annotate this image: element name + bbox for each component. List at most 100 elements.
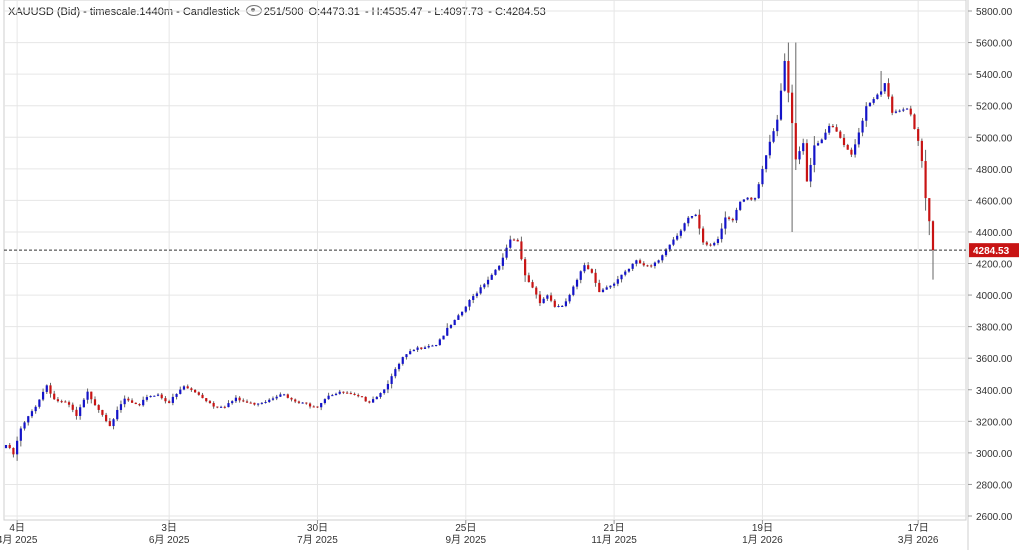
candle-body[interactable] xyxy=(861,120,864,133)
candle-body[interactable] xyxy=(334,393,338,396)
candle-body[interactable] xyxy=(294,399,297,402)
candle-body[interactable] xyxy=(716,239,720,243)
candle-body[interactable] xyxy=(331,395,334,397)
candle-body[interactable] xyxy=(290,397,293,400)
candle-body[interactable] xyxy=(394,369,397,377)
candle-body[interactable] xyxy=(82,399,85,408)
candle-body[interactable] xyxy=(231,401,234,404)
candle-body[interactable] xyxy=(831,125,834,128)
candle-body[interactable] xyxy=(64,401,67,403)
candle-body[interactable] xyxy=(798,151,801,160)
candle-body[interactable] xyxy=(494,269,497,275)
candle-body[interactable] xyxy=(30,411,34,417)
candle-body[interactable] xyxy=(460,311,464,316)
candle-body[interactable] xyxy=(127,398,130,401)
candle-body[interactable] xyxy=(423,347,427,349)
candle-body[interactable] xyxy=(650,265,653,267)
candle-body[interactable] xyxy=(676,235,679,240)
candle-body[interactable] xyxy=(275,396,278,399)
candle-body[interactable] xyxy=(627,268,631,272)
candle-body[interactable] xyxy=(568,294,571,302)
candle-body[interactable] xyxy=(553,300,556,307)
candle-body[interactable] xyxy=(835,127,838,132)
candle-body[interactable] xyxy=(638,260,642,264)
candle-body[interactable] xyxy=(93,399,97,406)
candle-body[interactable] xyxy=(416,347,419,350)
candle-body[interactable] xyxy=(27,416,30,423)
candle-body[interactable] xyxy=(353,393,356,395)
candle-body[interactable] xyxy=(60,401,63,403)
candle-body[interactable] xyxy=(590,269,593,273)
candle-body[interactable] xyxy=(816,143,820,146)
candle-body[interactable] xyxy=(731,218,734,221)
candle-body[interactable] xyxy=(672,239,675,245)
candle-body[interactable] xyxy=(587,265,590,270)
candle-body[interactable] xyxy=(160,394,163,399)
candle-body[interactable] xyxy=(761,169,764,185)
candle-body[interactable] xyxy=(164,398,167,402)
candle-body[interactable] xyxy=(134,402,137,405)
candle-body[interactable] xyxy=(527,275,530,283)
candle-body[interactable] xyxy=(342,391,345,393)
candle-body[interactable] xyxy=(227,403,230,408)
candle-body[interactable] xyxy=(813,145,816,165)
candle-body[interactable] xyxy=(338,391,341,394)
candle-body[interactable] xyxy=(709,244,712,246)
candle-body[interactable] xyxy=(364,396,367,402)
candle-body[interactable] xyxy=(201,394,204,399)
candle-body[interactable] xyxy=(112,419,115,427)
candle-body[interactable] xyxy=(535,287,538,295)
candle-body[interactable] xyxy=(750,197,753,200)
candle-body[interactable] xyxy=(646,265,649,267)
candle-body[interactable] xyxy=(56,399,60,402)
candle-body[interactable] xyxy=(564,301,568,306)
candle-body[interactable] xyxy=(453,319,456,326)
candle-body[interactable] xyxy=(624,271,627,275)
candle-body[interactable] xyxy=(427,345,430,348)
candle-body[interactable] xyxy=(468,299,471,307)
candle-body[interactable] xyxy=(746,197,749,200)
candle-body[interactable] xyxy=(38,399,41,407)
candle-body[interactable] xyxy=(635,260,638,264)
candle-body[interactable] xyxy=(805,143,809,182)
candle-body[interactable] xyxy=(842,137,846,146)
candle-body[interactable] xyxy=(846,145,849,150)
candle-body[interactable] xyxy=(583,265,586,272)
candle-body[interactable] xyxy=(75,409,78,416)
candle-body[interactable] xyxy=(891,96,894,113)
candle-body[interactable] xyxy=(794,123,797,160)
candle-body[interactable] xyxy=(839,131,842,138)
candle-body[interactable] xyxy=(490,274,493,280)
candle-body[interactable] xyxy=(390,376,393,384)
candle-body[interactable] xyxy=(297,401,301,403)
candle-body[interactable] xyxy=(698,214,701,229)
candle-body[interactable] xyxy=(464,306,467,312)
candle-body[interactable] xyxy=(905,108,909,110)
candle-body[interactable] xyxy=(442,335,445,340)
candle-body[interactable] xyxy=(824,132,827,140)
candle-body[interactable] xyxy=(828,125,831,133)
candle-body[interactable] xyxy=(475,293,479,297)
candle-body[interactable] xyxy=(49,385,52,394)
candle-body[interactable] xyxy=(323,399,326,404)
candle-body[interactable] xyxy=(679,230,682,236)
candle-body[interactable] xyxy=(90,391,93,400)
candle-body[interactable] xyxy=(854,144,857,155)
candle-body[interactable] xyxy=(479,287,482,294)
candle-body[interactable] xyxy=(4,444,8,449)
candle-body[interactable] xyxy=(542,298,545,304)
candle-body[interactable] xyxy=(865,106,868,121)
candle-body[interactable] xyxy=(787,60,790,93)
candle-body[interactable] xyxy=(735,209,738,221)
candle-body[interactable] xyxy=(872,99,875,103)
candle-body[interactable] xyxy=(753,198,757,200)
candle-body[interactable] xyxy=(664,249,668,256)
candle-body[interactable] xyxy=(549,295,553,301)
candle-body[interactable] xyxy=(772,131,775,142)
candle-body[interactable] xyxy=(898,110,901,112)
candle-body[interactable] xyxy=(486,279,490,285)
candle-body[interactable] xyxy=(153,395,156,397)
candle-body[interactable] xyxy=(742,199,745,202)
candle-body[interactable] xyxy=(557,305,560,307)
candle-body[interactable] xyxy=(234,397,237,402)
